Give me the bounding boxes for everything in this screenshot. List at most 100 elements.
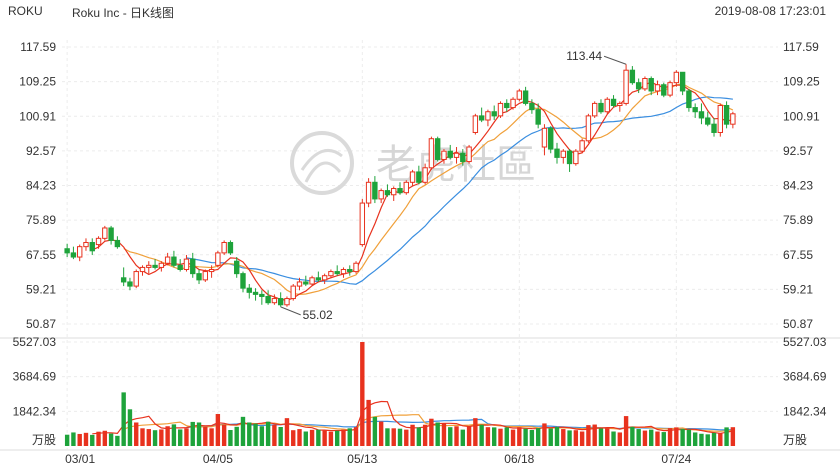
candle-body: [83, 242, 89, 248]
volume-bar: [372, 416, 378, 446]
volume-bar: [492, 427, 497, 446]
candle-body: [114, 239, 121, 248]
price-tick-label-right: 50.87: [783, 317, 813, 331]
volume-bar: [655, 431, 660, 446]
candle-body: [303, 281, 309, 285]
volume-bar: [548, 428, 553, 446]
candle-body: [384, 190, 391, 196]
volume-tick-label-left: 5527.03: [13, 335, 57, 349]
volume-bar: [705, 434, 710, 446]
candle-body: [441, 150, 447, 160]
high-pointer: [603, 55, 627, 65]
volume-bar: [498, 428, 503, 446]
watermark: 老虎社區: [290, 131, 536, 195]
candle-body: [372, 181, 378, 200]
volume-bar: [146, 429, 151, 446]
candle-body: [422, 167, 428, 183]
candle-body: [428, 138, 435, 169]
volume-bar: [642, 430, 648, 446]
candle-body: [246, 287, 252, 293]
candle-body: [215, 252, 221, 266]
candle-body: [598, 102, 604, 113]
volume-bar: [460, 429, 466, 446]
volume-bar: [623, 416, 629, 446]
candlesticks: [64, 64, 736, 307]
volume-bar: [422, 424, 428, 446]
volume-bar: [328, 431, 334, 446]
candle-body: [617, 102, 623, 106]
candle-body: [629, 69, 636, 84]
candle-body: [510, 98, 516, 109]
candle-body: [548, 127, 554, 150]
volume-bar: [196, 422, 202, 446]
candle-body: [604, 98, 610, 113]
volume-bar: [397, 428, 403, 446]
volume-bar: [291, 430, 296, 446]
candle-body: [265, 295, 271, 304]
volume-bar: [96, 431, 101, 446]
volume-bar: [278, 426, 283, 446]
candle-body: [554, 148, 560, 158]
volume-bar: [504, 427, 509, 446]
volume-tick-label-right: 3684.69: [783, 370, 827, 384]
candle-body: [623, 69, 629, 104]
volume-bar: [711, 432, 717, 446]
low-annotation: 55.02: [303, 308, 333, 322]
volume-bar: [661, 432, 666, 446]
volume-bar: [586, 425, 591, 446]
candle-body: [648, 78, 654, 92]
axis-labels: 117.59 117.59 109.25 109.25 100.91 100.91 92.5…: [13, 40, 827, 466]
volume-bar: [284, 418, 290, 446]
volume-bar: [309, 429, 315, 446]
volume-bar: [190, 421, 195, 446]
volume-bar: [353, 427, 359, 446]
candle-body: [472, 115, 479, 133]
volume-bar: [259, 426, 265, 446]
volume-bar: [649, 429, 654, 446]
candle-body: [164, 256, 171, 264]
date-tick-label: 06/18: [504, 452, 534, 466]
volume-bar: [102, 430, 108, 446]
candle-body: [642, 78, 648, 90]
volume-tick-label-left: 1842.34: [13, 404, 57, 418]
candle-body: [585, 115, 592, 142]
volume-bar: [598, 428, 604, 446]
volume-bar: [90, 434, 95, 446]
volume-bar: [171, 424, 177, 446]
candle-body: [403, 181, 409, 194]
volume-bar: [341, 429, 346, 446]
volume-bar: [441, 423, 447, 446]
volume-bar: [680, 429, 685, 446]
candle-body: [190, 258, 196, 275]
volume-bar: [448, 427, 453, 446]
candle-body: [686, 90, 692, 109]
candle-body: [460, 152, 466, 163]
date-tick-label: 04/05: [203, 452, 233, 466]
price-tick-label-right: 59.21: [783, 282, 813, 296]
candle-body: [271, 298, 278, 304]
candle-body: [321, 275, 328, 281]
price-tick-label-right: 109.25: [783, 75, 820, 89]
volume-bar: [203, 426, 208, 446]
candle-body: [102, 227, 108, 239]
volume-bar: [184, 428, 189, 446]
ma10-line: [123, 83, 734, 296]
volume-bar: [667, 428, 673, 446]
volume-bar: [228, 430, 233, 446]
candle-body: [661, 84, 667, 96]
candle-body: [504, 102, 510, 109]
candle-body: [171, 256, 177, 266]
volume-bar: [334, 430, 340, 446]
candle-body: [705, 117, 711, 125]
date-tick-label: 03/01: [65, 452, 95, 466]
candle-body: [202, 271, 209, 281]
candle-body: [397, 188, 403, 194]
volume-bars: [64, 342, 736, 446]
candle-body: [328, 271, 334, 277]
volume-bar: [108, 433, 114, 446]
volume-bar: [605, 428, 610, 446]
volume-bar: [410, 424, 415, 446]
candle-body: [566, 150, 573, 165]
volume-bar: [159, 429, 164, 446]
